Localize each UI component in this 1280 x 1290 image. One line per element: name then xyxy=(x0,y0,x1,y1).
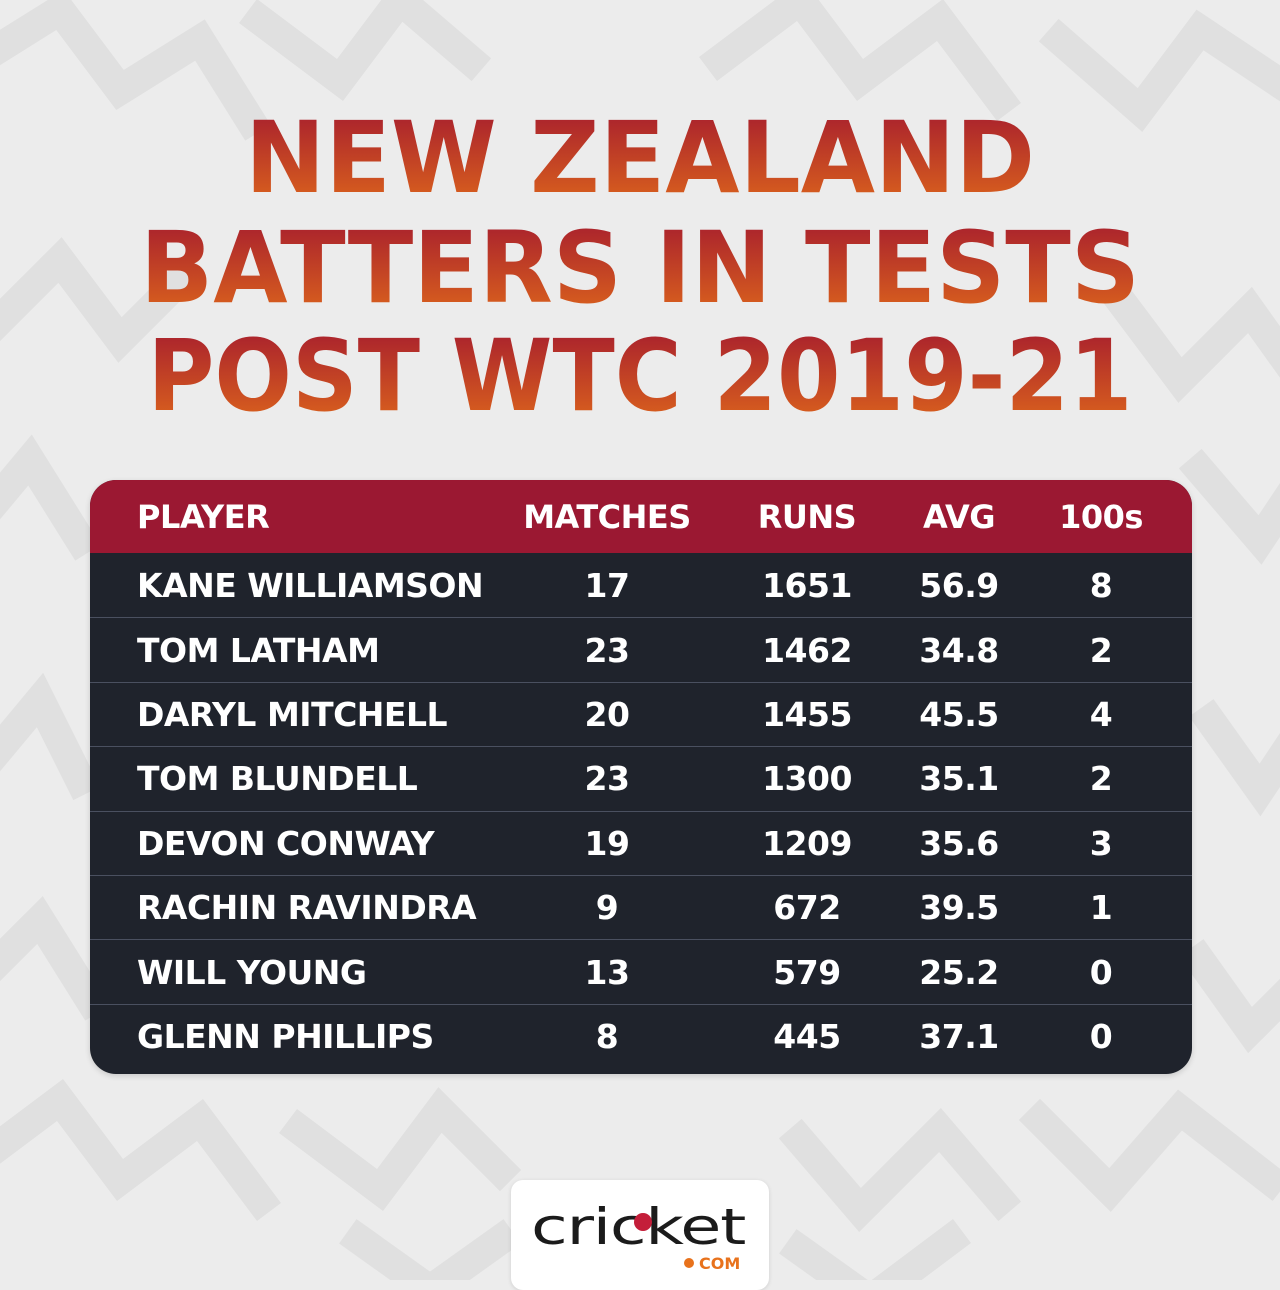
logo-suffix: COM xyxy=(699,1254,740,1273)
cricket-com-logo: cricket COM xyxy=(511,1180,769,1290)
hundreds-value: 8 xyxy=(1089,565,1113,605)
player-name: DEVON CONWAY xyxy=(137,823,435,863)
header-runs: RUNS xyxy=(757,497,857,536)
header-hundreds: 100s xyxy=(1059,497,1143,536)
matches-value: 8 xyxy=(595,1016,619,1056)
title-graphic: NEW ZEALAND BATTERS IN TESTS POST WTC 20… xyxy=(140,101,1140,430)
table-row: RACHIN RAVINDRA 9 672 39.5 1 xyxy=(90,874,1192,939)
hundreds-value: 2 xyxy=(1089,759,1113,799)
avg-value: 39.5 xyxy=(919,888,999,928)
runs-value: 1651 xyxy=(762,565,852,605)
hundreds-value: 1 xyxy=(1089,888,1113,928)
player-name: GLENN PHILLIPS xyxy=(137,1016,434,1056)
table-row: DARYL MITCHELL 20 1455 45.5 4 xyxy=(90,681,1192,746)
table-body: KANE WILLIAMSON 17 1651 56.9 8 TOM LATHA… xyxy=(90,553,1192,1068)
runs-value: 1209 xyxy=(762,823,852,863)
player-name: KANE WILLIAMSON xyxy=(137,565,484,605)
matches-value: 20 xyxy=(584,694,630,734)
table-row: WILL YOUNG 13 579 25.2 0 xyxy=(90,939,1192,1003)
avg-value: 35.1 xyxy=(919,759,999,799)
avg-value: 34.8 xyxy=(919,630,999,670)
title-block: NEW ZEALAND BATTERS IN TESTS POST WTC 20… xyxy=(0,100,1280,430)
runs-value: 1455 xyxy=(762,694,852,734)
cricket-ball-icon xyxy=(634,1213,652,1231)
header-player: PLAYER xyxy=(137,497,270,536)
avg-value: 56.9 xyxy=(919,565,999,605)
table-header: PLAYER MATCHES RUNS AVG 100s xyxy=(90,480,1192,553)
avg-value: 35.6 xyxy=(919,823,999,863)
player-name: TOM BLUNDELL xyxy=(137,759,418,799)
logo-graphic: cricket COM xyxy=(531,1198,747,1273)
hundreds-value: 2 xyxy=(1089,630,1113,670)
hundreds-value: 0 xyxy=(1089,952,1113,992)
hundreds-value: 0 xyxy=(1089,1016,1113,1056)
runs-value: 579 xyxy=(773,952,841,992)
matches-value: 9 xyxy=(595,888,619,928)
table-row: DEVON CONWAY 19 1209 35.6 3 xyxy=(90,810,1192,875)
avg-value: 37.1 xyxy=(919,1016,999,1056)
header-avg: AVG xyxy=(922,497,996,536)
player-name: TOM LATHAM xyxy=(137,630,380,670)
runs-value: 1462 xyxy=(762,630,852,670)
header-matches: MATCHES xyxy=(523,497,691,536)
table-row: TOM BLUNDELL 23 1300 35.1 2 xyxy=(90,746,1192,810)
dot-icon xyxy=(684,1258,694,1268)
runs-value: 672 xyxy=(773,888,841,928)
table-row: KANE WILLIAMSON 17 1651 56.9 8 xyxy=(90,553,1192,617)
matches-value: 23 xyxy=(584,759,630,799)
player-name: WILL YOUNG xyxy=(137,952,367,992)
table-row: GLENN PHILLIPS 8 445 37.1 0 xyxy=(90,1003,1192,1068)
title-line-2: BATTERS IN TESTS xyxy=(140,211,1140,326)
hundreds-value: 4 xyxy=(1089,694,1113,734)
matches-value: 19 xyxy=(584,823,630,863)
title-line-3: POST WTC 2019-21 xyxy=(148,319,1133,430)
player-name: RACHIN RAVINDRA xyxy=(137,888,477,928)
hundreds-value: 3 xyxy=(1089,823,1113,863)
runs-value: 1300 xyxy=(762,759,852,799)
table-row: TOM LATHAM 23 1462 34.8 2 xyxy=(90,617,1192,681)
title-line-1: NEW ZEALAND xyxy=(245,101,1035,216)
matches-value: 13 xyxy=(584,952,630,992)
avg-value: 45.5 xyxy=(919,694,999,734)
player-name: DARYL MITCHELL xyxy=(137,694,448,734)
matches-value: 23 xyxy=(584,630,630,670)
stats-table: PLAYER MATCHES RUNS AVG 100s KANE WILLIA… xyxy=(90,480,1192,1074)
avg-value: 25.2 xyxy=(919,952,999,992)
runs-value: 445 xyxy=(773,1016,841,1056)
matches-value: 17 xyxy=(584,565,630,605)
